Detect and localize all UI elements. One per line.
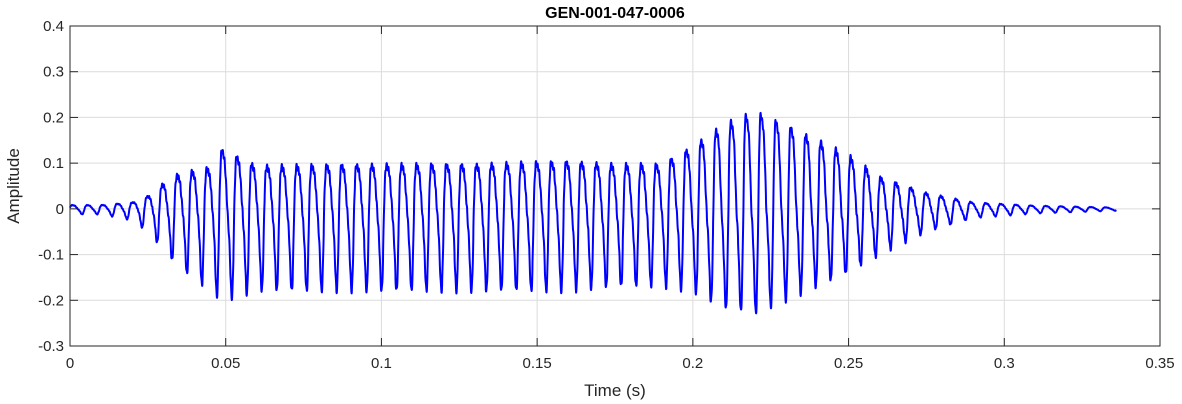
x-tick-label: 0.1 <box>371 355 392 372</box>
signal-line <box>69 111 1118 315</box>
x-tick-labels: 0 0.05 0.1 0.15 0.2 0.25 0.3 0.35 <box>66 355 1175 372</box>
y-tick-label: -0.3 <box>38 338 64 355</box>
y-tick-labels: -0.3 -0.2 -0.1 0 0.1 0.2 0.3 0.4 <box>38 18 64 355</box>
x-tick-label: 0.05 <box>211 355 240 372</box>
x-tick-label: 0.2 <box>682 355 703 372</box>
axes-box <box>69 25 1161 347</box>
x-tick-label: 0.35 <box>1145 355 1174 372</box>
y-tick-label: 0.2 <box>43 109 64 126</box>
grid-lines <box>70 26 1160 346</box>
y-axis-label: Amplitude <box>4 148 23 224</box>
y-tick-label: -0.1 <box>38 247 64 264</box>
x-tick-label: 0.15 <box>523 355 552 372</box>
y-tick-label: -0.2 <box>38 292 64 309</box>
chart-title: GEN-001-047-0006 <box>545 5 685 22</box>
x-axis-label: Time (s) <box>584 381 646 400</box>
y-tick-label: 0.4 <box>43 18 64 35</box>
x-tick-label: 0.25 <box>834 355 863 372</box>
y-tick-label: 0.1 <box>43 155 64 172</box>
y-tick-label: 0.3 <box>43 64 64 81</box>
tick-marks <box>69 25 1161 347</box>
x-tick-label: 0.3 <box>994 355 1015 372</box>
x-tick-label: 0 <box>66 355 74 372</box>
y-tick-label: 0 <box>56 201 64 218</box>
